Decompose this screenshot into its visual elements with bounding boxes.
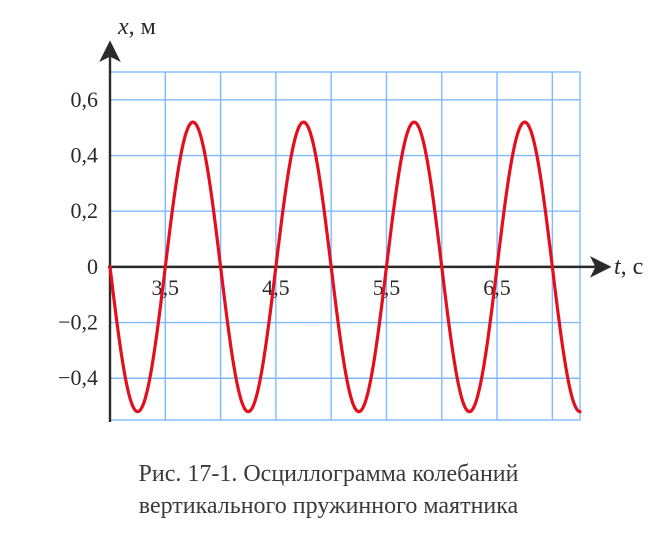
oscillogram-chart: 0,60,40,20−0,2−0,43,54,55,56,5x, мt, с <box>0 0 657 450</box>
svg-text:t, с: t, с <box>614 254 643 280</box>
svg-text:0,2: 0,2 <box>71 198 99 223</box>
svg-text:0,4: 0,4 <box>71 143 99 168</box>
svg-text:−0,2: −0,2 <box>58 310 98 335</box>
caption-line-2: вертикального пружинного маятника <box>139 493 518 519</box>
svg-text:x, м: x, м <box>117 14 156 40</box>
caption-line-1: Рис. 17-1. Осциллограмма колебаний <box>139 461 519 487</box>
svg-text:0: 0 <box>87 254 98 279</box>
svg-text:−0,4: −0,4 <box>58 365 98 390</box>
svg-text:0,6: 0,6 <box>71 87 99 112</box>
figure-caption: Рис. 17-1. Осциллограмма колебаний верти… <box>0 458 657 523</box>
